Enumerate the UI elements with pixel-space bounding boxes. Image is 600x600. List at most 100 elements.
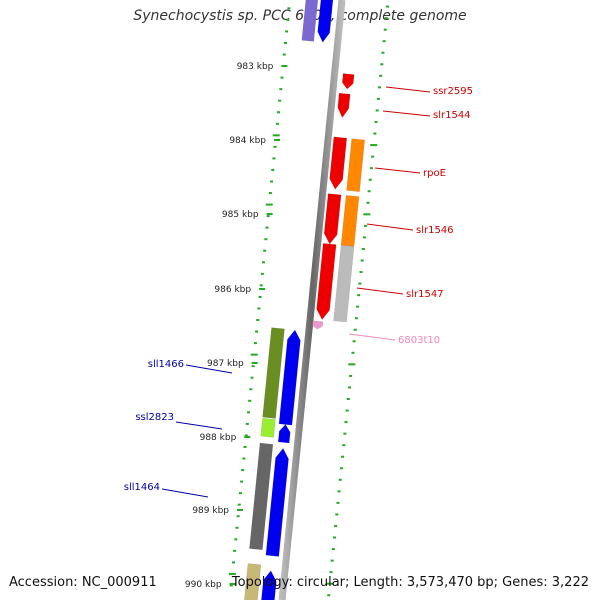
reverse-gene-sll1466 bbox=[278, 329, 301, 426]
right-tick-row-mark bbox=[347, 386, 351, 389]
right-tick-row-mark bbox=[348, 363, 356, 366]
gene-leader-line bbox=[385, 86, 431, 93]
left-tick-row-mark bbox=[270, 180, 274, 183]
right-tick-row-mark bbox=[359, 271, 363, 274]
left-tick-row-mark bbox=[277, 111, 281, 114]
right-tick-row-mark bbox=[358, 282, 362, 285]
cog-khaki-block bbox=[244, 563, 262, 600]
right-tick-row-mark bbox=[383, 28, 387, 31]
left-tick-row-mark bbox=[256, 319, 260, 322]
right-tick-row-mark bbox=[382, 40, 386, 43]
right-tick-row-mark bbox=[353, 328, 357, 331]
left-tick-row-mark bbox=[271, 168, 275, 171]
tick-label: 983 kbp bbox=[237, 62, 274, 72]
major-tick-mark bbox=[259, 288, 266, 290]
right-tick-row-mark bbox=[338, 478, 342, 481]
gene-layer bbox=[244, 0, 365, 600]
gene-label-ssr2595: ssr2595 bbox=[433, 86, 473, 97]
right-tick-row-mark bbox=[369, 167, 373, 170]
gene-leader-line bbox=[382, 110, 431, 117]
left-tick-row-mark bbox=[280, 76, 284, 79]
forward-gene-rpoE bbox=[329, 136, 348, 190]
right-tick-row-mark bbox=[366, 201, 370, 204]
right-tick-row-mark bbox=[377, 86, 381, 89]
reverse-gene-sll1464 bbox=[265, 447, 289, 557]
left-tick-row-mark bbox=[229, 584, 233, 587]
right-tick-row-mark bbox=[342, 444, 346, 447]
right-tick-row-mark bbox=[344, 421, 348, 424]
left-tick-row-mark bbox=[266, 215, 270, 218]
left-tick-row-mark bbox=[283, 41, 287, 44]
right-tick-row-mark bbox=[332, 536, 336, 539]
cog-lavender-block bbox=[301, 0, 319, 42]
right-tick-row-mark bbox=[357, 294, 361, 297]
right-tick-row-mark bbox=[380, 63, 384, 66]
left-tick-row-mark bbox=[251, 365, 255, 368]
right-tick-row-mark bbox=[331, 548, 335, 551]
tick-label: 990 kbp bbox=[185, 580, 222, 590]
left-tick-row-mark bbox=[232, 561, 236, 564]
right-tick-row-mark bbox=[327, 594, 331, 597]
right-tick-row-mark bbox=[384, 17, 388, 20]
left-tick-row-mark bbox=[273, 145, 277, 148]
right-tick-row-mark bbox=[379, 74, 383, 77]
cog-gray-slr1547 bbox=[333, 244, 355, 323]
right-tick-row-mark bbox=[346, 398, 350, 401]
right-tick-row-mark bbox=[368, 178, 372, 181]
left-tick-row-mark bbox=[241, 469, 245, 472]
gene-label-slr1546: slr1546 bbox=[416, 225, 454, 236]
left-tick-row-mark bbox=[234, 538, 238, 541]
left-tick-row-mark bbox=[263, 249, 267, 252]
left-tick-row-mark bbox=[257, 307, 261, 310]
right-tick-row-mark bbox=[374, 120, 378, 123]
left-tick-row-mark bbox=[250, 353, 258, 356]
left-tick-row-mark bbox=[249, 388, 253, 391]
map-title: Synechocystis sp. PCC 6803, complete gen… bbox=[133, 8, 467, 24]
right-tick-row-mark bbox=[375, 109, 379, 112]
left-tick-row-mark bbox=[228, 572, 236, 575]
right-tick-row-mark bbox=[341, 455, 345, 458]
right-tick-row-mark bbox=[364, 224, 368, 227]
gene-leader-line bbox=[366, 223, 414, 231]
gene-label-rpoE: rpoE bbox=[423, 168, 446, 179]
tick-label: 986 kbp bbox=[214, 285, 251, 295]
left-tick-row-mark bbox=[245, 422, 249, 425]
reverse-gene-arrow bbox=[261, 570, 277, 600]
right-tick-row-mark bbox=[363, 213, 371, 216]
gene-leader-line bbox=[161, 488, 209, 498]
right-tick-row-mark bbox=[330, 559, 334, 562]
left-tick-row-mark bbox=[250, 376, 254, 379]
left-tick-row-mark bbox=[253, 342, 257, 345]
left-tick-row-mark bbox=[240, 480, 244, 483]
left-tick-row-mark bbox=[238, 492, 242, 495]
right-tick-row-mark bbox=[349, 374, 353, 377]
major-tick-mark bbox=[266, 213, 273, 215]
major-tick-mark bbox=[237, 509, 243, 511]
backbone-layer bbox=[278, 0, 346, 600]
right-tick-row-mark bbox=[376, 97, 380, 100]
major-tick-mark bbox=[281, 65, 288, 67]
gene-leader-line bbox=[374, 167, 421, 174]
cog-lime-ssl2823 bbox=[260, 417, 276, 438]
right-tick-row-mark bbox=[360, 259, 364, 262]
gene-label-ssl2823: ssl2823 bbox=[135, 412, 174, 423]
forward-gene-ssr2595 bbox=[342, 73, 355, 90]
tick-label: 988 kbp bbox=[200, 433, 237, 443]
right-tick-row-mark bbox=[336, 501, 340, 504]
left-tick-row-mark bbox=[247, 411, 251, 414]
gene-label-sll1466: sll1466 bbox=[148, 359, 184, 370]
right-tick-row-mark bbox=[354, 317, 358, 320]
right-tick-row-mark bbox=[386, 5, 390, 8]
reverse-gene-arrow bbox=[317, 0, 334, 43]
right-tick-row-mark bbox=[345, 409, 349, 412]
left-tick-row-mark bbox=[255, 330, 259, 333]
tick-label: 989 kbp bbox=[192, 506, 229, 516]
gene-leader-line bbox=[356, 287, 404, 295]
right-tick-row-mark bbox=[373, 132, 377, 135]
left-tick-row-mark bbox=[282, 53, 286, 56]
left-tick-row-mark bbox=[248, 399, 252, 402]
gene-label-slr1547: slr1547 bbox=[406, 289, 444, 300]
major-tick-mark bbox=[229, 583, 236, 585]
right-tick-row-mark bbox=[343, 432, 347, 435]
left-tick-row-mark bbox=[268, 192, 272, 195]
